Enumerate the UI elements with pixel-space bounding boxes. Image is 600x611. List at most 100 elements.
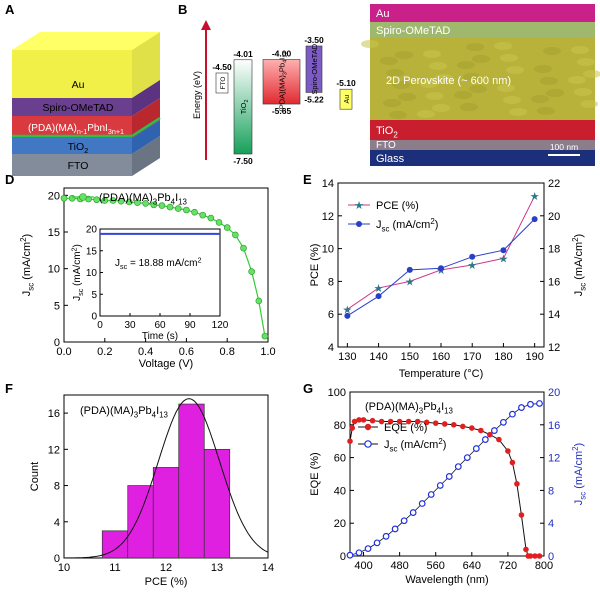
jsc-marker [427, 491, 435, 498]
sem-grain [386, 69, 404, 77]
pce-marker: ★ [342, 304, 352, 316]
jv-point [60, 194, 68, 202]
panel-letter: E [303, 172, 312, 187]
jsc-marker [400, 517, 408, 525]
sem-label: Glass [376, 153, 405, 165]
y-tick-left-label: 12 [322, 211, 334, 223]
jv-point [232, 231, 239, 239]
y-tick-left-label: 4 [328, 342, 334, 354]
jsc-marker [472, 445, 480, 452]
panel-d-jv-curve: 0.0 0.2 0.4 0.6 0.8 1.0 0 5 10 15 20 Voltage (V) Jsc… [19, 187, 276, 370]
y-tick-label: 0 [54, 553, 60, 565]
gaussian-fit [63, 398, 269, 559]
panel-b-energy-diagram: Energy (eV) -4.50 FTO -4.01 -7.50 TiO2 -4.00 -5… [192, 20, 356, 166]
eqe-marker [509, 459, 516, 466]
sem-grain [574, 88, 592, 96]
jsc-marker [355, 549, 363, 557]
sem-grain [460, 103, 478, 111]
energy-axis-label: Energy (eV) [192, 71, 202, 119]
sem-grain [577, 58, 595, 66]
sem-glass-layer [370, 150, 595, 166]
sem-grain [454, 91, 472, 99]
band-name: TiO2 [239, 99, 250, 114]
band-name: FTO [220, 77, 227, 90]
sem-grain [423, 50, 441, 58]
eqe-marker [441, 421, 448, 427]
band-bottom-label: -7.50 [233, 156, 253, 166]
x-tick-label: 640 [463, 560, 481, 572]
plot-frame [63, 187, 269, 343]
x-tick-label: 800 [535, 560, 553, 572]
legend-label: (PDA)(MA)3Pb4I13 [99, 192, 188, 206]
jsc-marker [375, 293, 382, 300]
layer-front [12, 116, 132, 138]
sem-au-layer [370, 4, 595, 22]
eqe-marker [369, 417, 376, 424]
layer-label: (PDA)(MA)n-1PbnI3n+1 [28, 123, 124, 136]
inset-y-tick-label: 0 [91, 312, 97, 323]
inset-frame [99, 228, 221, 317]
y-axis-right-label: Jsc (mA/cm2) [571, 234, 587, 296]
eqe-marker [532, 553, 538, 559]
jsc-marker [406, 266, 413, 273]
legend-marker [364, 423, 372, 431]
sem-grain [506, 66, 524, 74]
jsc-marker [463, 454, 471, 462]
jsc-marker [527, 400, 534, 408]
legend-marker [79, 193, 87, 201]
sem-label: Spiro-OMeTAD [376, 25, 450, 37]
y-tick-label: 20 [48, 190, 60, 202]
jv-point [191, 208, 198, 216]
sem-grain [429, 62, 447, 70]
sem-grain [540, 77, 558, 85]
layer-side [132, 98, 160, 138]
jv-point [150, 201, 158, 209]
eqe-marker [423, 419, 430, 426]
x-tick-label: 1.0 [260, 346, 275, 358]
jsc-marker [469, 253, 476, 260]
sem-grain [361, 40, 379, 48]
sem-grain [509, 108, 527, 116]
layer-label: Spiro-OMeTAD [43, 102, 114, 114]
y-axis-label: Jsc (mA/cm2) [19, 234, 35, 296]
panel-letter: B [178, 2, 187, 17]
pce-marker: ★ [405, 276, 415, 288]
eqe-marker [536, 553, 543, 559]
eqe-marker [527, 553, 534, 559]
y-tick-label: 4 [54, 517, 60, 529]
sem-grain [383, 99, 401, 107]
jsc-marker [500, 247, 507, 254]
eqe-marker [378, 418, 385, 425]
y-tick-left-label: 60 [334, 453, 346, 465]
y-tick-label: 10 [48, 264, 60, 276]
x-tick-label: 0.8 [220, 346, 235, 358]
legend-marker [356, 221, 362, 227]
x-axis-label: PCE (%) [145, 576, 188, 588]
inset-x-label: Time (s) [142, 331, 178, 342]
histogram-bar [127, 485, 154, 559]
y-tick-left-label: 100 [328, 387, 346, 399]
x-tick-label: 190 [525, 351, 543, 363]
inset-annotation: Jsc = 18.88 mA/cm2 [115, 256, 202, 272]
jsc-marker [346, 551, 354, 559]
sem-grain [543, 47, 561, 55]
y-tick-label: 0 [54, 337, 60, 349]
eqe-marker [518, 512, 525, 518]
eqe-marker [396, 418, 403, 425]
jv-point [117, 197, 125, 205]
eqe-marker [414, 418, 421, 425]
sem-grain [472, 55, 490, 63]
panel-a-device-stack: Au Spiro-OMeTAD (PDA)(MA)n-1PbnI3n+1 TiO2 FT… [12, 32, 161, 176]
sem-fto-layer [370, 140, 595, 150]
jsc-marker [436, 482, 444, 489]
jv-point [93, 196, 100, 204]
sem-grain [469, 85, 487, 93]
pce-marker: ★ [374, 283, 384, 295]
sem-grain [395, 51, 413, 59]
sem-grain [568, 76, 586, 84]
y-tick-label: 15 [48, 227, 60, 239]
x-axis-label: Wavelength (nm) [405, 574, 488, 586]
layer-front [12, 98, 132, 116]
jv-point [255, 297, 263, 305]
x-tick-label: 0.6 [179, 346, 194, 358]
